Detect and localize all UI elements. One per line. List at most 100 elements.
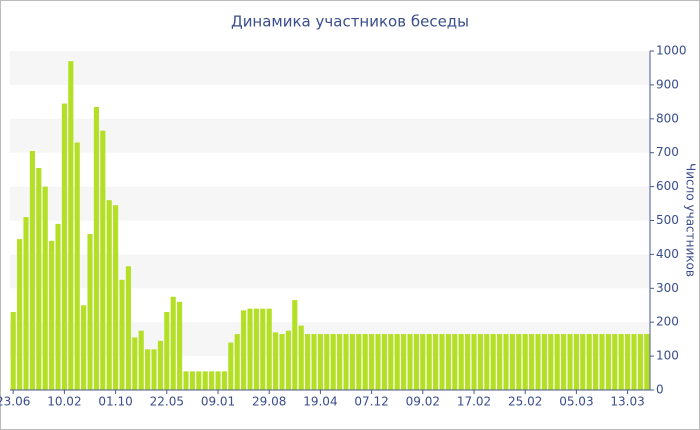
bar bbox=[23, 217, 29, 390]
bar bbox=[458, 334, 464, 390]
bar bbox=[426, 334, 432, 390]
bar bbox=[573, 334, 579, 390]
bar bbox=[138, 330, 144, 390]
bar bbox=[100, 130, 106, 391]
y-tick-label: 0 bbox=[656, 383, 664, 397]
y-tick-label: 100 bbox=[656, 349, 679, 363]
bar bbox=[401, 334, 407, 390]
bar bbox=[228, 342, 234, 390]
bar bbox=[247, 308, 253, 390]
bar bbox=[55, 223, 61, 390]
bar bbox=[183, 371, 189, 390]
bar bbox=[273, 332, 279, 390]
bar bbox=[356, 334, 362, 390]
bar bbox=[292, 300, 298, 390]
bar bbox=[490, 334, 496, 390]
y-tick-label: 400 bbox=[656, 247, 679, 261]
bar bbox=[189, 371, 195, 390]
bar bbox=[10, 312, 16, 390]
bar bbox=[311, 334, 317, 390]
bar bbox=[209, 371, 215, 390]
bar bbox=[164, 312, 170, 390]
y-tick-label: 800 bbox=[656, 111, 679, 125]
bar bbox=[317, 334, 323, 390]
bar bbox=[93, 106, 99, 390]
bar bbox=[49, 240, 55, 390]
grid-band bbox=[10, 186, 650, 221]
grid-band bbox=[10, 254, 650, 289]
bar bbox=[535, 334, 541, 390]
bar bbox=[612, 334, 618, 390]
bar bbox=[29, 151, 35, 390]
bar bbox=[260, 308, 266, 390]
bar bbox=[593, 334, 599, 390]
y-tick-label: 200 bbox=[656, 315, 679, 329]
x-tick-label: 05.03 bbox=[559, 395, 593, 409]
grid-band bbox=[10, 118, 650, 153]
bar bbox=[631, 334, 637, 390]
bar bbox=[343, 334, 349, 390]
bar bbox=[381, 334, 387, 390]
y-tick-label: 500 bbox=[656, 213, 679, 227]
bar bbox=[279, 334, 285, 390]
bar bbox=[253, 308, 259, 390]
bar bbox=[509, 334, 515, 390]
bar bbox=[157, 340, 163, 390]
bar bbox=[87, 234, 93, 390]
bar bbox=[420, 334, 426, 390]
bar bbox=[637, 334, 643, 390]
bar bbox=[452, 334, 458, 390]
bar bbox=[369, 334, 375, 390]
x-tick-label: 10.02 bbox=[47, 395, 81, 409]
x-tick-label: 17.02 bbox=[457, 395, 491, 409]
bar bbox=[266, 308, 272, 390]
bar bbox=[151, 349, 157, 390]
bar bbox=[561, 334, 567, 390]
bar bbox=[241, 310, 247, 390]
grid-band bbox=[10, 51, 650, 85]
chart-title: Динамика участников беседы bbox=[231, 13, 469, 31]
bar bbox=[388, 334, 394, 390]
bar bbox=[413, 334, 419, 390]
x-tick-label: 09.01 bbox=[201, 395, 235, 409]
x-tick-label: 25.02 bbox=[508, 395, 542, 409]
bar bbox=[586, 334, 592, 390]
bar bbox=[522, 334, 528, 390]
bar bbox=[477, 334, 483, 390]
bar bbox=[375, 334, 381, 390]
bar bbox=[497, 334, 503, 390]
bar bbox=[580, 334, 586, 390]
bar bbox=[548, 334, 554, 390]
bar bbox=[145, 349, 151, 390]
bar bbox=[599, 334, 605, 390]
bar bbox=[567, 334, 573, 390]
bar bbox=[541, 334, 547, 390]
bar bbox=[484, 334, 490, 390]
bar bbox=[362, 334, 368, 390]
bar bbox=[285, 330, 291, 390]
bar bbox=[177, 301, 183, 390]
y-tick-label: 1000 bbox=[656, 44, 687, 58]
bar bbox=[503, 334, 509, 390]
x-tick-label: 23.06 bbox=[0, 395, 30, 409]
bar bbox=[132, 337, 138, 390]
bar bbox=[516, 334, 522, 390]
bar bbox=[68, 61, 74, 391]
bar bbox=[113, 205, 119, 390]
bar bbox=[330, 334, 336, 390]
bar bbox=[433, 334, 439, 390]
x-tick-label: 07.12 bbox=[354, 395, 388, 409]
bar bbox=[337, 334, 343, 390]
bar bbox=[298, 325, 304, 390]
bar bbox=[215, 371, 221, 390]
bar bbox=[471, 334, 477, 390]
bar bbox=[106, 200, 112, 390]
bar bbox=[618, 334, 624, 390]
bar bbox=[445, 334, 451, 390]
bar bbox=[234, 334, 240, 390]
bar bbox=[42, 186, 48, 390]
bar bbox=[36, 167, 42, 390]
bar bbox=[465, 334, 471, 390]
bar bbox=[305, 334, 311, 390]
